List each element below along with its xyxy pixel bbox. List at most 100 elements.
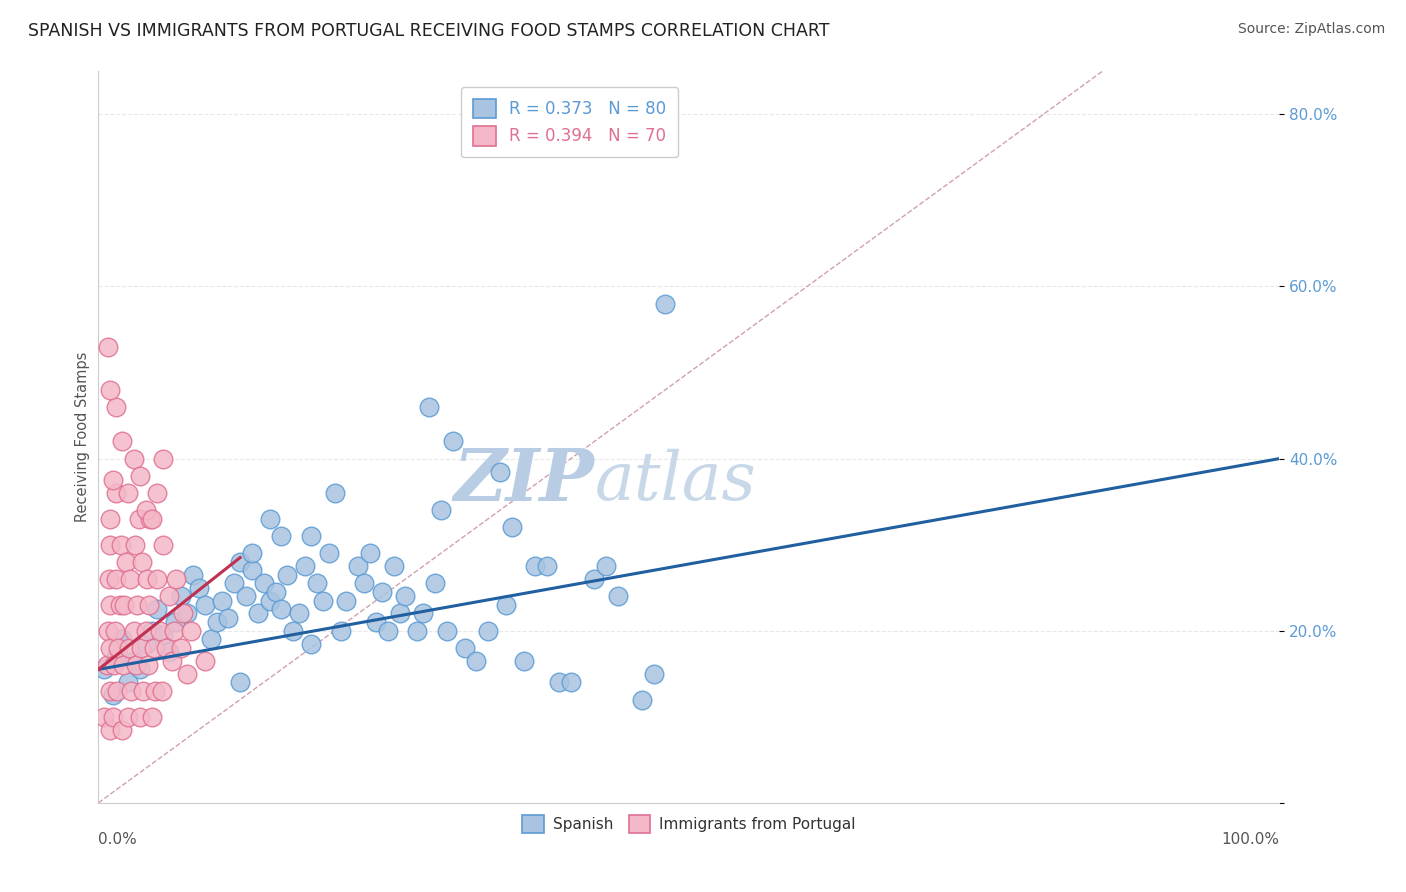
Point — [194, 598, 217, 612]
Point — [211, 593, 233, 607]
Point — [150, 684, 173, 698]
Point — [229, 675, 252, 690]
Point — [436, 624, 458, 638]
Point — [430, 503, 453, 517]
Point — [122, 654, 145, 668]
Text: SPANISH VS IMMIGRANTS FROM PORTUGAL RECEIVING FOOD STAMPS CORRELATION CHART: SPANISH VS IMMIGRANTS FROM PORTUGAL RECE… — [28, 22, 830, 40]
Point — [294, 559, 316, 574]
Point — [111, 723, 134, 737]
Point — [240, 546, 263, 560]
Point — [97, 624, 120, 638]
Point — [107, 640, 129, 655]
Point — [135, 624, 157, 638]
Point — [335, 593, 357, 607]
Point — [98, 512, 121, 526]
Point — [418, 400, 440, 414]
Point — [347, 559, 370, 574]
Point — [489, 465, 512, 479]
Point — [165, 572, 187, 586]
Point — [132, 684, 155, 698]
Point — [217, 611, 239, 625]
Point — [98, 383, 121, 397]
Point — [131, 555, 153, 569]
Point — [143, 684, 166, 698]
Point — [299, 529, 322, 543]
Point — [117, 675, 139, 690]
Point — [112, 658, 135, 673]
Point — [465, 654, 488, 668]
Point — [127, 598, 149, 612]
Point — [170, 640, 193, 655]
Y-axis label: Receiving Food Stamps: Receiving Food Stamps — [75, 351, 90, 523]
Point — [176, 607, 198, 621]
Point — [101, 473, 124, 487]
Point — [93, 662, 115, 676]
Point — [122, 624, 145, 638]
Point — [318, 546, 340, 560]
Point — [524, 559, 547, 574]
Point — [114, 555, 136, 569]
Point — [122, 451, 145, 466]
Point — [200, 632, 222, 647]
Point — [270, 602, 292, 616]
Point — [128, 468, 150, 483]
Point — [394, 589, 416, 603]
Text: 0.0%: 0.0% — [98, 832, 138, 847]
Point — [98, 684, 121, 698]
Point — [187, 581, 209, 595]
Point — [382, 559, 405, 574]
Point — [412, 607, 434, 621]
Point — [240, 564, 263, 578]
Point — [136, 658, 159, 673]
Text: ZIP: ZIP — [454, 445, 595, 516]
Point — [157, 589, 180, 603]
Point — [229, 555, 252, 569]
Point — [181, 567, 204, 582]
Point — [138, 598, 160, 612]
Point — [146, 486, 169, 500]
Point — [146, 602, 169, 616]
Point — [172, 607, 194, 621]
Point — [105, 572, 128, 586]
Point — [583, 572, 606, 586]
Point — [105, 649, 128, 664]
Point — [141, 624, 163, 638]
Point — [259, 512, 281, 526]
Point — [152, 451, 174, 466]
Point — [194, 654, 217, 668]
Point — [371, 585, 394, 599]
Point — [406, 624, 429, 638]
Point — [152, 538, 174, 552]
Point — [270, 529, 292, 543]
Point — [305, 576, 328, 591]
Point — [643, 666, 665, 681]
Point — [110, 538, 132, 552]
Point — [120, 572, 142, 586]
Point — [101, 710, 124, 724]
Point — [112, 598, 135, 612]
Point — [98, 538, 121, 552]
Point — [129, 640, 152, 655]
Point — [501, 520, 523, 534]
Point — [259, 593, 281, 607]
Point — [117, 486, 139, 500]
Point — [155, 640, 177, 655]
Point — [103, 658, 125, 673]
Point — [630, 692, 652, 706]
Point — [180, 624, 202, 638]
Point — [97, 340, 120, 354]
Point — [98, 598, 121, 612]
Point — [329, 624, 352, 638]
Point — [149, 624, 172, 638]
Point — [160, 654, 183, 668]
Point — [276, 567, 298, 582]
Point — [312, 593, 335, 607]
Point — [364, 615, 387, 629]
Point — [165, 615, 187, 629]
Point — [121, 684, 143, 698]
Point — [299, 637, 322, 651]
Point — [283, 624, 305, 638]
Point — [654, 296, 676, 310]
Point — [93, 710, 115, 724]
Point — [118, 640, 141, 655]
